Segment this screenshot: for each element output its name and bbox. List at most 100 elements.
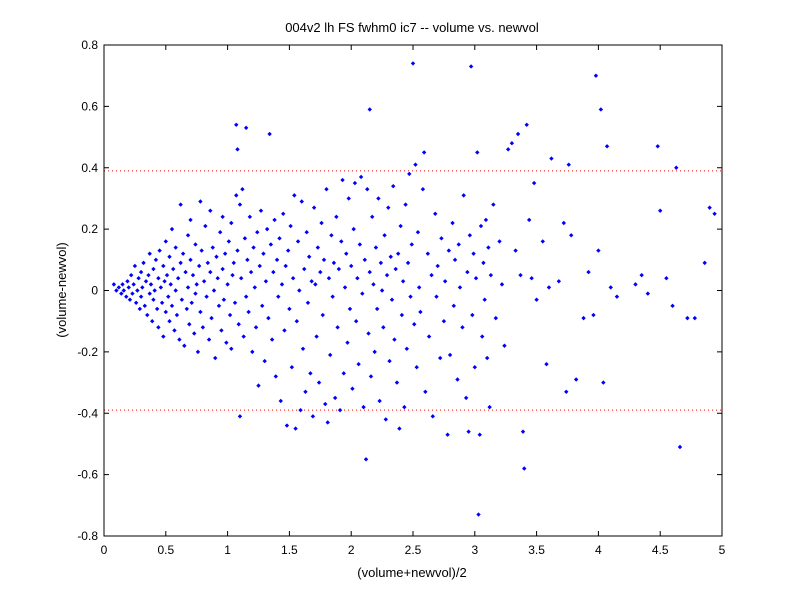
x-tick-label: 2 xyxy=(348,543,355,557)
data-point xyxy=(284,423,290,428)
data-point xyxy=(273,374,279,379)
data-point xyxy=(158,285,164,290)
data-point xyxy=(481,260,486,266)
data-point xyxy=(190,272,196,278)
x-tick-label: 0.5 xyxy=(157,543,174,557)
data-point xyxy=(208,269,213,275)
data-point xyxy=(119,291,124,296)
data-point xyxy=(515,131,521,137)
y-tick-label: 0 xyxy=(91,284,98,298)
data-point xyxy=(413,162,418,167)
x-tick-label: 1.5 xyxy=(281,543,298,557)
data-point xyxy=(299,199,304,204)
data-point xyxy=(242,236,248,241)
data-point xyxy=(209,315,214,321)
data-point xyxy=(241,334,246,339)
data-point xyxy=(361,404,366,410)
data-point xyxy=(116,285,122,290)
data-point xyxy=(608,285,613,290)
data-point xyxy=(193,242,198,247)
data-point xyxy=(124,294,129,299)
data-point xyxy=(477,432,482,437)
data-point xyxy=(400,279,406,284)
data-point xyxy=(182,343,187,348)
data-point xyxy=(685,315,690,321)
data-point xyxy=(184,306,190,312)
data-point xyxy=(208,208,213,213)
data-point xyxy=(335,325,340,330)
data-point xyxy=(386,205,391,210)
data-point xyxy=(171,266,176,272)
data-point xyxy=(169,303,175,309)
data-point xyxy=(302,266,307,272)
data-point xyxy=(199,248,204,253)
data-point xyxy=(346,196,351,201)
data-point xyxy=(316,380,322,385)
data-point xyxy=(639,272,644,278)
data-point xyxy=(131,282,136,287)
data-point xyxy=(677,444,683,450)
data-point xyxy=(387,358,392,364)
data-point xyxy=(540,239,545,244)
x-tick-label: 5 xyxy=(719,543,726,557)
data-point xyxy=(456,242,461,247)
data-point xyxy=(222,251,228,256)
data-point xyxy=(336,266,342,272)
data-point xyxy=(153,257,159,263)
data-point xyxy=(435,263,440,269)
data-point xyxy=(331,260,337,266)
data-point xyxy=(334,214,339,220)
x-tick-label: 2.5 xyxy=(405,543,422,557)
data-point xyxy=(415,229,421,235)
data-point xyxy=(645,291,651,296)
data-point xyxy=(256,383,261,388)
data-point xyxy=(491,202,496,207)
data-point xyxy=(391,183,396,189)
data-point xyxy=(455,377,460,382)
data-point xyxy=(146,272,151,278)
data-point xyxy=(367,269,372,275)
data-point xyxy=(294,318,300,324)
data-point xyxy=(349,263,354,269)
data-point xyxy=(257,263,262,269)
data-point xyxy=(412,322,417,327)
data-point xyxy=(175,276,181,281)
data-point xyxy=(393,266,398,272)
data-point xyxy=(325,420,330,425)
data-point xyxy=(351,226,356,232)
data-point xyxy=(220,266,225,272)
data-point xyxy=(214,254,219,259)
data-point xyxy=(441,318,447,324)
data-point xyxy=(404,346,410,352)
data-point xyxy=(250,349,255,355)
data-point xyxy=(226,239,232,244)
data-point xyxy=(274,257,280,263)
data-point xyxy=(232,300,238,305)
y-tick-label: 0.2 xyxy=(81,222,98,236)
data-point xyxy=(126,285,131,290)
data-point xyxy=(329,233,334,238)
y-tick-label: -0.6 xyxy=(77,468,98,482)
data-point xyxy=(266,315,271,321)
data-point xyxy=(215,276,220,281)
data-point xyxy=(172,328,177,333)
x-axis-title: (volume+newvol)/2 xyxy=(357,565,466,580)
y-tick-label: -0.4 xyxy=(77,406,98,420)
data-point xyxy=(426,334,432,339)
data-point xyxy=(466,429,471,434)
y-axis-title: (volume-newvol) xyxy=(54,242,69,337)
data-point xyxy=(362,257,367,263)
data-point xyxy=(248,269,254,275)
data-point xyxy=(143,279,149,284)
data-point xyxy=(125,279,130,284)
data-point xyxy=(247,214,253,220)
data-point xyxy=(219,328,224,333)
data-point xyxy=(398,223,403,229)
data-point xyxy=(193,291,198,296)
data-point xyxy=(220,214,225,220)
data-point xyxy=(357,242,363,247)
data-point xyxy=(367,107,372,112)
data-point xyxy=(363,457,369,462)
data-point xyxy=(279,282,285,287)
